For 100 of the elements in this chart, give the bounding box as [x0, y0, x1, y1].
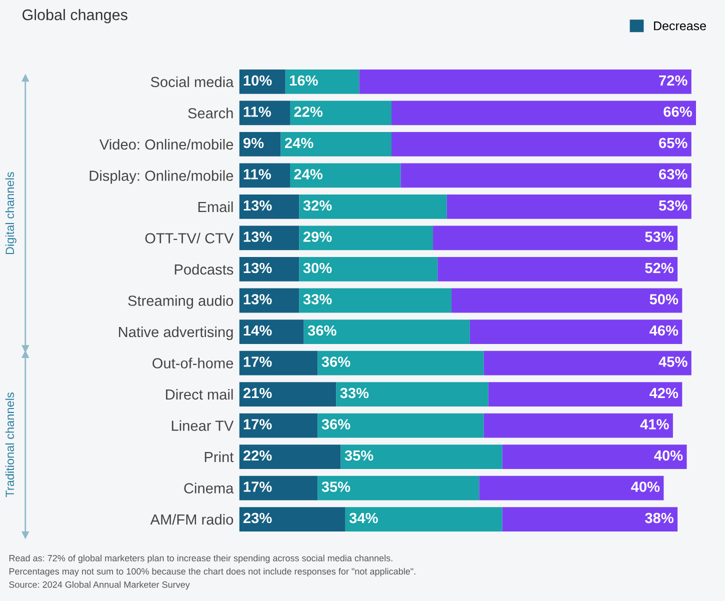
bar	[239, 320, 304, 344]
data-label: 53%	[645, 232, 674, 242]
bar	[484, 413, 673, 438]
bar	[290, 163, 401, 188]
data-label: 65%	[659, 138, 688, 148]
y-tick-label: Cinema	[184, 482, 234, 494]
data-label: 14%	[244, 325, 272, 336]
data-label: 24%	[294, 169, 322, 180]
data-label: 16%	[290, 75, 318, 86]
data-label: 50%	[650, 294, 678, 304]
bar	[470, 320, 682, 344]
data-label: 10%	[244, 75, 272, 86]
data-label: 45%	[658, 356, 688, 367]
bar	[285, 70, 360, 94]
y-tick-label: Out-of-home	[152, 358, 234, 368]
bar	[239, 476, 318, 500]
bar	[299, 194, 447, 219]
data-label: 21%	[243, 388, 272, 398]
y-tick-label: Podcasts	[174, 264, 234, 275]
y-tick-label: OTT-TV/ CTV	[145, 232, 234, 244]
data-label: 63%	[659, 169, 688, 180]
text: Global changes	[22, 9, 128, 24]
bar	[239, 350, 318, 376]
data-label: 36%	[322, 419, 350, 430]
text: Digital channels	[5, 172, 16, 254]
data-label: 29%	[303, 232, 332, 242]
bar	[280, 132, 392, 156]
bar	[392, 100, 696, 126]
bar	[345, 507, 502, 532]
bar	[400, 163, 692, 188]
data-label: 13%	[244, 294, 272, 304]
y-tick-label: Linear TV	[172, 420, 234, 431]
bar	[318, 413, 484, 438]
bar	[433, 226, 678, 250]
data-label: 66%	[664, 106, 692, 117]
data-label: 72%	[659, 75, 688, 86]
bar	[392, 132, 692, 156]
data-label: 22%	[243, 450, 272, 461]
data-label: 23%	[243, 512, 272, 524]
data-label: 24%	[284, 138, 314, 148]
y-tick-label: Display: Online/mobile	[90, 170, 234, 184]
data-label: 13%	[244, 262, 272, 274]
data-label: 32%	[303, 200, 332, 211]
bar	[290, 100, 392, 126]
y-tick-label: Direct mail	[166, 388, 233, 400]
text: Percentages may not sum to 100% because the chart does not include responses for "not applicable".	[9, 568, 416, 576]
y-tick-label: AM/FM radio	[150, 514, 234, 525]
bar	[359, 70, 692, 94]
data-label: 36%	[308, 325, 336, 336]
bar	[488, 382, 682, 406]
data-label: 40%	[654, 450, 683, 461]
bar	[340, 444, 502, 469]
bar	[336, 382, 488, 406]
data-label: 13%	[244, 232, 272, 242]
bar	[239, 257, 300, 282]
text: Read as: 72% of global marketers plan to increase their spending across social media channels.	[9, 554, 392, 564]
data-label: 36%	[322, 356, 350, 367]
data-label: 53%	[658, 200, 688, 211]
data-label: 17%	[244, 419, 272, 430]
legend-label: Decrease	[654, 22, 706, 30]
y-tick-label: Social media	[150, 76, 234, 88]
bar	[299, 226, 434, 250]
bar	[318, 350, 484, 376]
data-label: 35%	[322, 482, 350, 492]
data-label: 35%	[344, 450, 374, 461]
bar	[239, 194, 300, 219]
data-label: 41%	[640, 419, 669, 430]
bar	[239, 132, 281, 156]
data-label: 17%	[244, 356, 272, 367]
text: Traditional channels	[5, 392, 14, 498]
y-tick-label: Print	[204, 451, 234, 462]
data-label: 11%	[244, 169, 271, 180]
bar	[299, 257, 438, 282]
data-label: 17%	[244, 482, 272, 492]
data-label: 46%	[650, 325, 678, 336]
bar	[239, 413, 318, 438]
bar	[318, 476, 480, 500]
data-label: 33%	[340, 388, 369, 398]
data-label: 13%	[244, 200, 272, 211]
data-label: 11%	[244, 106, 271, 117]
bar	[479, 476, 664, 500]
data-label: 33%	[303, 294, 332, 304]
data-label: 22%	[294, 106, 322, 117]
bar	[484, 350, 692, 376]
y-tick-label: Streaming audio	[128, 295, 234, 309]
y-tick-label: Email	[198, 201, 233, 212]
y-tick-label: Native advertising	[118, 326, 233, 340]
bar	[502, 444, 687, 469]
bar	[438, 257, 678, 282]
data-label: 9%	[243, 138, 264, 148]
bar	[502, 507, 678, 532]
data-label: 42%	[650, 388, 678, 398]
bar	[299, 288, 452, 313]
source-note: Source: 2024 Global Annual Marketer Survey	[9, 581, 190, 590]
y-tick-label: Video: Online/mobile	[99, 138, 234, 150]
data-label: 52%	[645, 262, 674, 274]
bar	[239, 382, 336, 406]
bar	[304, 320, 470, 344]
data-label: 30%	[303, 262, 332, 274]
data-label: 38%	[645, 512, 674, 524]
